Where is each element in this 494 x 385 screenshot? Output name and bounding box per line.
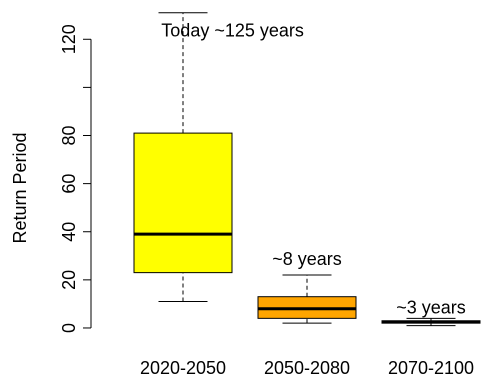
box-2020-2050 (133, 132, 233, 274)
annotation: Today ~125 years (161, 21, 304, 41)
y-tick-label: 60 (59, 174, 79, 194)
y-axis-label: Return Period (10, 132, 30, 243)
y-tick-label: 120 (59, 24, 79, 54)
x-tick-label: 2070-2100 (388, 358, 474, 378)
x-tick-label: 2050-2080 (264, 358, 350, 378)
annotation: ~8 years (272, 249, 342, 269)
plot-area: 0 20 40 60 80 120 2020-2050 2050-2080 2070-2100 T… (59, 12, 481, 378)
y-tick-label: 20 (59, 270, 79, 290)
y-tick-label: 40 (59, 222, 79, 242)
y-tick-label: 80 (59, 125, 79, 145)
x-tick-label: 2020-2050 (140, 358, 226, 378)
annotation: ~3 years (396, 297, 466, 317)
y-tick-label: 0 (59, 323, 79, 333)
